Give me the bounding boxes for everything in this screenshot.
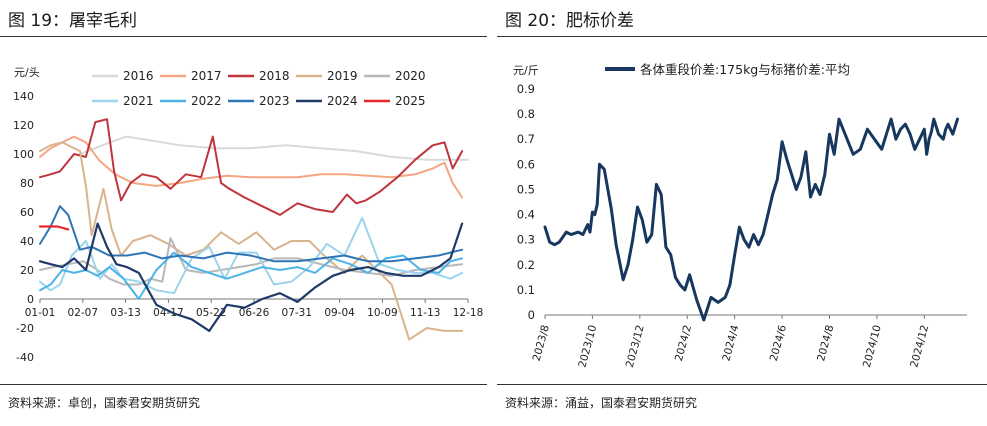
y-tick-label: 0.3 xyxy=(517,233,535,247)
series-line-2021 xyxy=(39,216,464,295)
y-tick-label: 140 xyxy=(13,90,34,103)
source-note: 资料来源：涌益，国泰君安期货研究 xyxy=(505,396,698,410)
x-tick-label: 03-13 xyxy=(110,307,141,319)
x-tick-label: 04-17 xyxy=(153,307,184,319)
series-line xyxy=(543,117,959,322)
y-tick-label: -20 xyxy=(16,322,34,335)
series-line-2016 xyxy=(79,135,469,161)
y-tick-label: 0 xyxy=(27,293,34,306)
y-tick-label: 40 xyxy=(20,235,34,248)
y-axis-unit: 元/头 xyxy=(14,66,40,79)
legend-label: 2021 xyxy=(123,94,154,108)
fat-standard-spread-chart: 元/斤 0 0.1 0.2 0.3 0.4 0.5 0.6 0.7 0.8 0.9 各体重段价差:17… xyxy=(513,62,967,369)
y-axis-unit: 元/斤 xyxy=(513,64,539,77)
y-tick-label: 0.8 xyxy=(517,107,535,121)
legend-label: 2024 xyxy=(327,94,358,108)
legend-label: 各体重段价差:175kg与标猪价差:平均 xyxy=(640,62,850,77)
top-rule xyxy=(497,36,987,37)
series-line-2024 xyxy=(38,222,464,332)
x-tick-label: 2024/12 xyxy=(908,324,931,369)
legend-label: 2018 xyxy=(259,69,290,83)
x-tick-label: 06-26 xyxy=(239,307,270,319)
y-tick-label: 120 xyxy=(13,119,34,132)
x-tick-label: 2024/6 xyxy=(768,323,789,362)
x-tick-label: 02-07 xyxy=(68,307,99,319)
series-line-2025 xyxy=(38,225,70,231)
figure-title: 图 20：肥标价差 xyxy=(505,11,635,31)
x-tick-label: 12-18 xyxy=(453,307,484,319)
series-line-2022 xyxy=(39,251,464,300)
x-tick-label: 11-13 xyxy=(410,307,441,319)
series-line-2019 xyxy=(39,141,464,341)
x-tick-label: 2023/8 xyxy=(531,324,552,363)
top-rule xyxy=(0,36,487,37)
x-tick-label: 01-01 xyxy=(25,307,56,319)
y-tick-label: 0.9 xyxy=(517,82,535,96)
series-line-2018 xyxy=(39,118,464,216)
source-note: 资料来源：卓创，国泰君安期货研究 xyxy=(8,396,201,410)
y-tick-label: -40 xyxy=(16,351,34,364)
y-tick-label: 0.1 xyxy=(517,283,535,297)
x-tick-label: 09-04 xyxy=(324,307,355,319)
legend-label: 2017 xyxy=(191,69,222,83)
series-line-2017 xyxy=(39,135,464,199)
right-chart-panel: 图 20：肥标价差 元/斤 0 0.1 0.2 0.3 0.4 0.5 0.6 0.7 0.8 0.… xyxy=(497,0,987,426)
x-tick-label: 2023/10 xyxy=(576,324,599,369)
legend-label: 2023 xyxy=(259,94,290,108)
series-line-2023 xyxy=(39,205,464,263)
x-tick-label: 2024/2 xyxy=(673,324,694,363)
figure-title: 图 19：屠宰毛利 xyxy=(8,11,138,31)
y-tick-label: 100 xyxy=(13,148,34,161)
bottom-rule xyxy=(0,384,487,385)
x-tick-label: 2024/8 xyxy=(815,324,836,363)
x-tick-label: 10-09 xyxy=(367,307,398,319)
y-tick-label: 0.6 xyxy=(517,157,535,171)
bottom-rule xyxy=(497,384,987,385)
y-tick-label: 0.5 xyxy=(517,182,535,196)
y-tick-label: 60 xyxy=(20,206,34,219)
slaughter-margin-chart: 元/头 -40 -20 0 20 40 60 80 100 120 140 01-01 02-07 03-… xyxy=(13,66,484,364)
x-tick-label: 2024/10 xyxy=(861,324,884,369)
y-tick-label: 20 xyxy=(20,264,34,277)
y-tick-label: 0.7 xyxy=(517,132,535,146)
y-tick-label: 0.2 xyxy=(517,258,535,272)
x-tick-label: 2023/12 xyxy=(624,324,647,369)
x-tick-label: 2024/4 xyxy=(720,323,741,362)
legend-label: 2025 xyxy=(395,94,426,108)
y-tick-label: 80 xyxy=(20,177,34,190)
legend-label: 2016 xyxy=(123,69,154,83)
x-tick-label: 07-31 xyxy=(282,307,313,319)
legend-label: 2020 xyxy=(395,69,426,83)
legend-label: 2022 xyxy=(191,94,222,108)
y-tick-label: 0 xyxy=(528,308,535,322)
left-chart-panel: 图 19：屠宰毛利 元/头 -40 -20 0 20 40 60 80 100 120 140 01-… xyxy=(0,0,487,426)
legend-label: 2019 xyxy=(327,69,358,83)
y-tick-label: 0.4 xyxy=(517,208,535,222)
